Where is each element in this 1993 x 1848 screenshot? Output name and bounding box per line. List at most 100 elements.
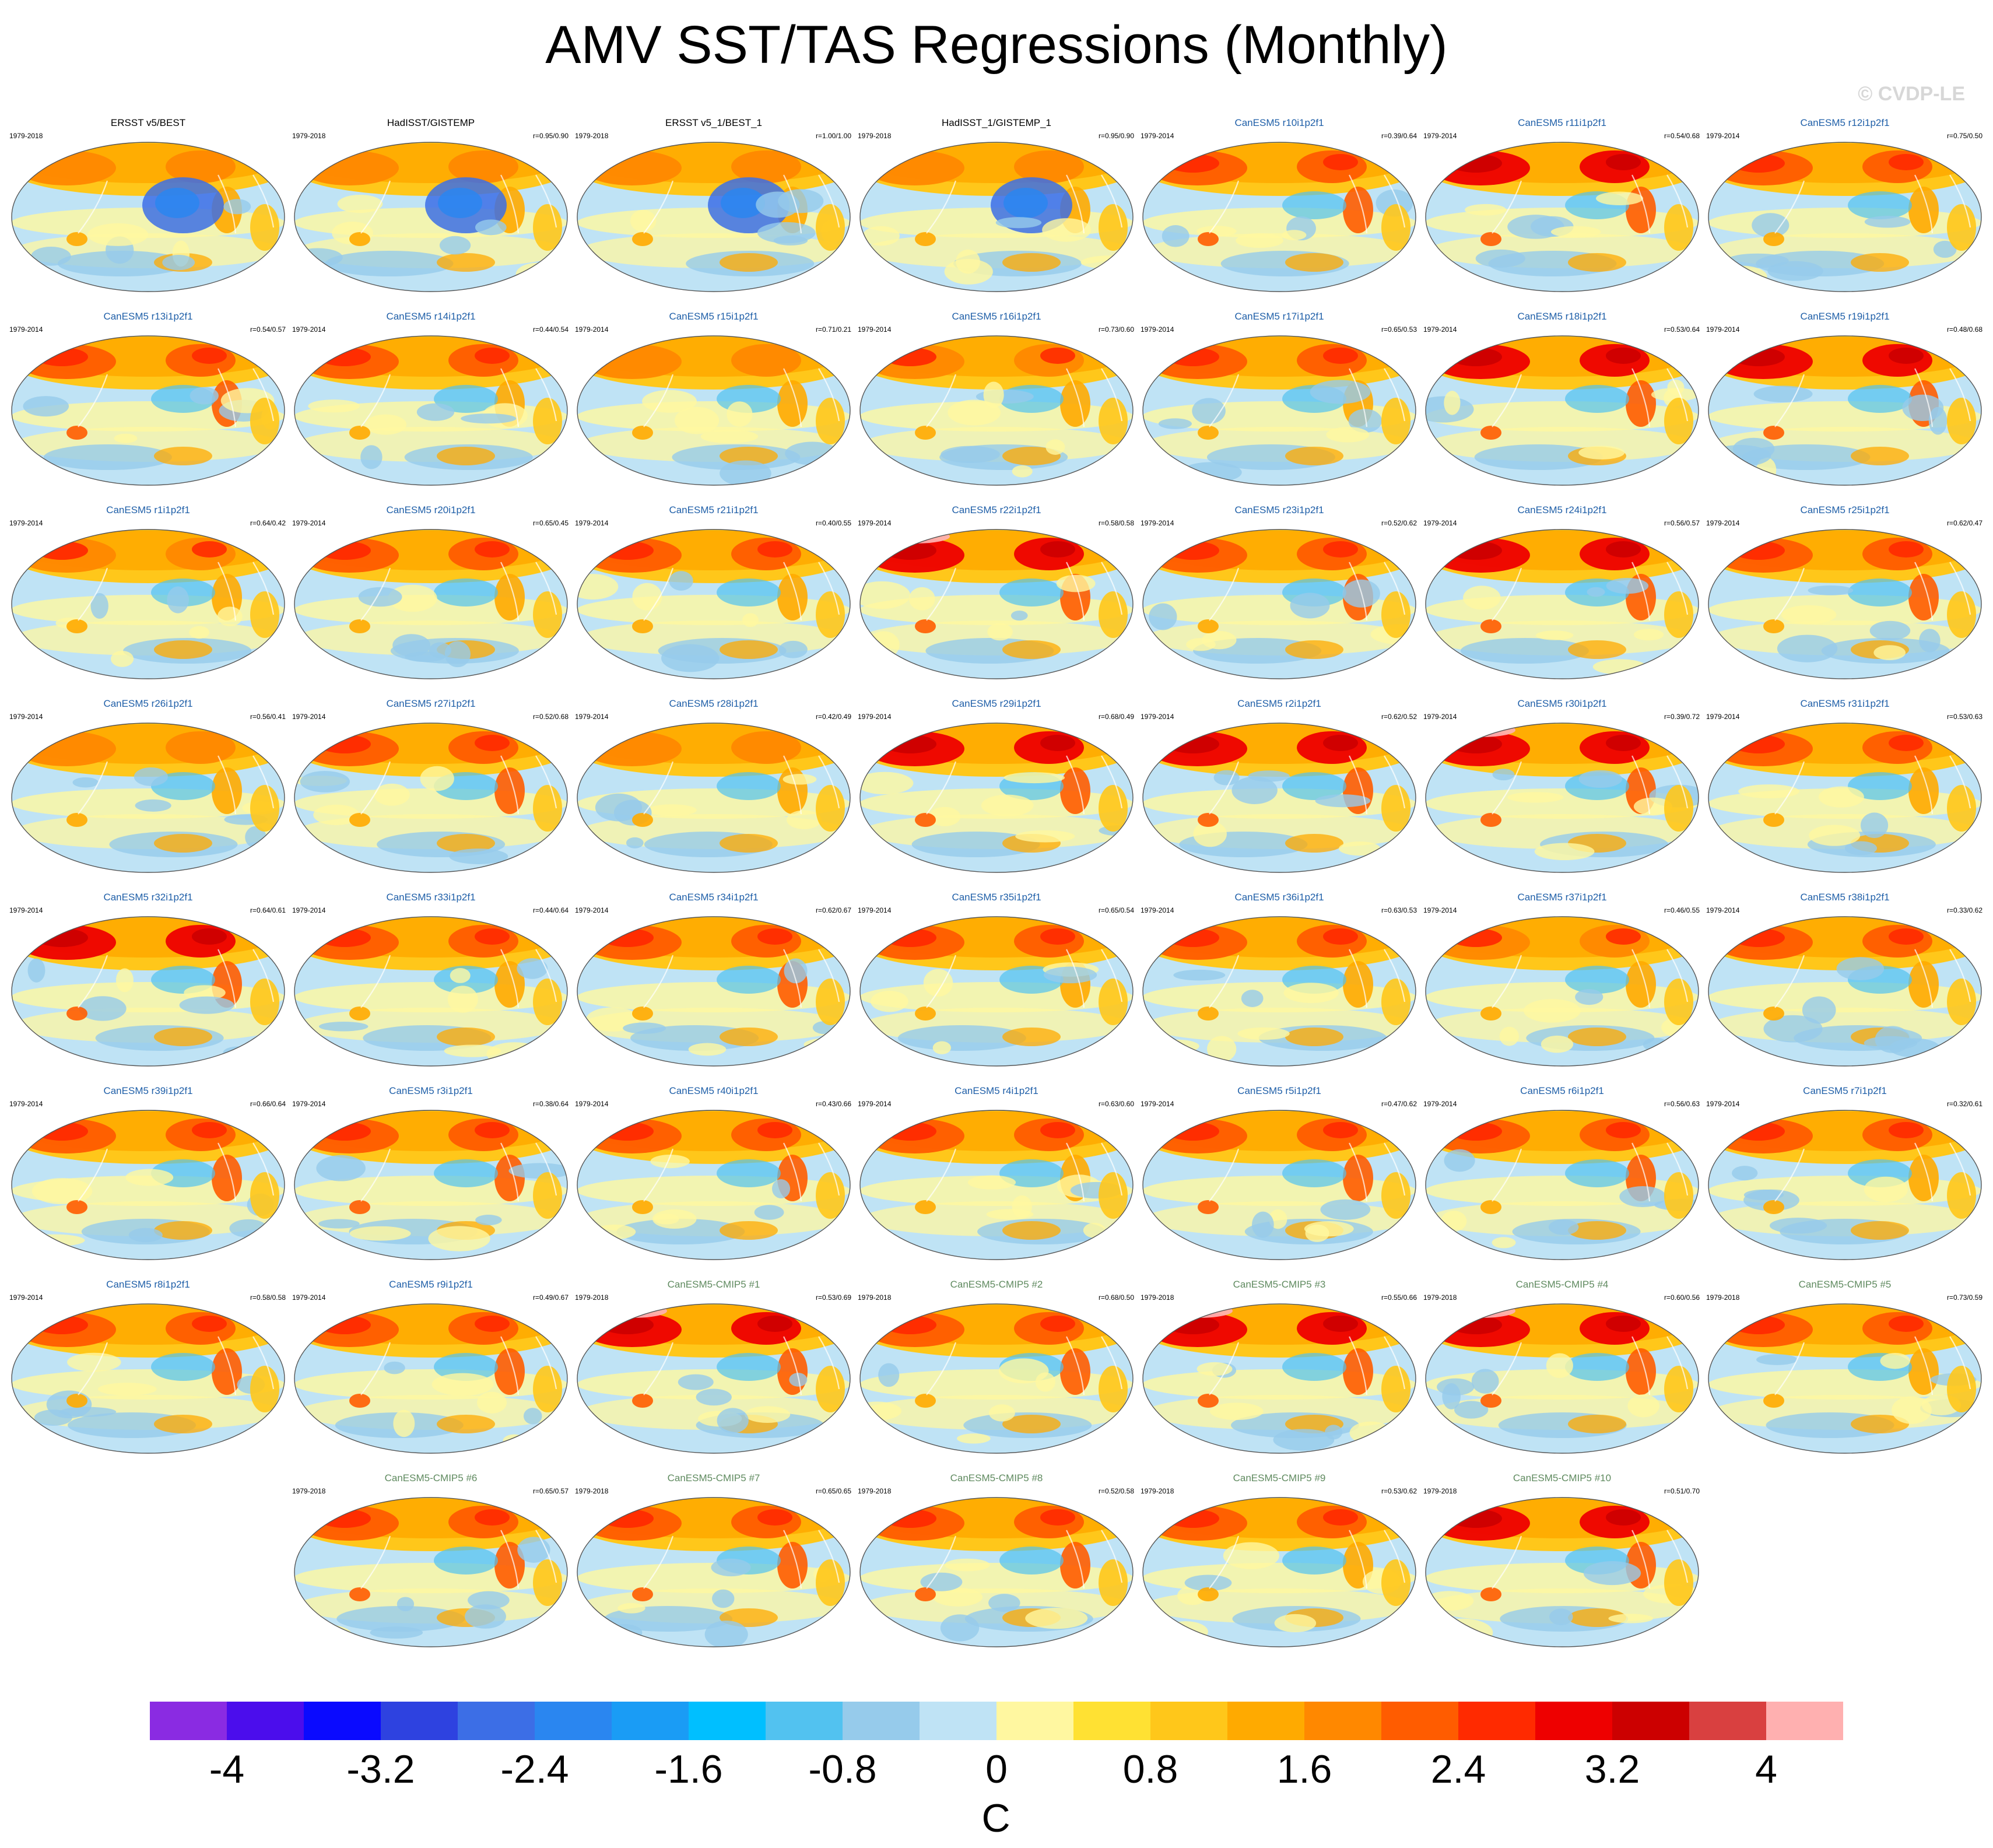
map-panel: CanESM5 r30i1p2f1 1979-2014 r=0.39/0.72 (1422, 697, 1702, 878)
regression-map (1708, 529, 1982, 679)
figure-title: AMV SST/TAS Regressions (Monthly) (545, 15, 1448, 75)
map-panel: CanESM5 r2i1p2f1 1979-2014 r=0.62/0.52 (1139, 697, 1419, 878)
regression-map (859, 529, 1134, 679)
regression-map (577, 723, 851, 873)
regression-map (294, 1497, 568, 1647)
panel-correlation: r=0.63/0.60 (1098, 1100, 1134, 1108)
map-panel: CanESM5 r13i1p2f1 1979-2014 r=0.54/0.57 (8, 310, 288, 491)
panel-title: ERSST v5_1/BEST_1 (665, 117, 762, 128)
regression-map (294, 529, 568, 679)
map-panel: ERSST v5_1/BEST_1 1979-2018 r=1.00/1.00 (574, 117, 854, 297)
panel-correlation: r=0.65/0.53 (1381, 325, 1417, 334)
map-panel: CanESM5 r27i1p2f1 1979-2014 r=0.52/0.68 (291, 697, 571, 878)
panel-years: 1979-2014 (1141, 906, 1174, 914)
colorbar-swatch (996, 1702, 1074, 1740)
regression-map (859, 142, 1134, 292)
panel-title: CanESM5 r40i1p2f1 (669, 1085, 759, 1096)
panel-title: ERSST v5/BEST (110, 117, 186, 128)
regression-map (11, 142, 285, 292)
regression-map (11, 1303, 285, 1454)
panel-correlation: r=0.49/0.67 (532, 1293, 569, 1302)
panel-title: CanESM5 r10i1p2f1 (1234, 117, 1324, 128)
panel-correlation: r=0.54/0.57 (250, 325, 286, 334)
panel-correlation: r=0.60/0.56 (1664, 1293, 1700, 1302)
panel-title: CanESM5 r15i1p2f1 (669, 311, 759, 322)
panel-correlation: r=0.62/0.67 (815, 906, 851, 914)
panel-years: 1979-2014 (1141, 1100, 1174, 1108)
panel-correlation: r=0.95/0.90 (1098, 132, 1134, 140)
panel-title: CanESM5 r37i1p2f1 (1517, 892, 1607, 903)
colorbar-swatch (1612, 1702, 1690, 1740)
panel-years: 1979-2014 (1706, 1100, 1740, 1108)
panel-title: CanESM5 r22i1p2f1 (952, 504, 1041, 516)
panel-years: 1979-2014 (575, 325, 609, 334)
map-panel: HadISST/GISTEMP 1979-2018 r=0.95/0.90 (291, 117, 571, 297)
panel-correlation: r=0.56/0.57 (1664, 519, 1700, 527)
regression-map (294, 916, 568, 1067)
panel-title: CanESM5 r21i1p2f1 (669, 504, 759, 516)
panel-title: CanESM5 r9i1p2f1 (389, 1279, 473, 1290)
map-panel: CanESM5 r38i1p2f1 1979-2014 r=0.33/0.62 (1705, 891, 1985, 1072)
panel-title: CanESM5 r19i1p2f1 (1800, 311, 1890, 322)
panel-correlation: r=0.73/0.59 (1946, 1293, 1983, 1302)
copyright-label: © CVDP-LE (1858, 83, 1965, 105)
map-panel: CanESM5-CMIP5 #5 1979-2018 r=0.73/0.59 (1705, 1278, 1985, 1459)
panel-correlation: r=0.65/0.54 (1098, 906, 1134, 914)
panel-years: 1979-2014 (858, 713, 892, 721)
map-panel: CanESM5-CMIP5 #7 1979-2018 r=0.65/0.65 (574, 1472, 854, 1653)
regression-map (577, 1110, 851, 1260)
map-panel-grid: ERSST v5/BEST 1979-2018 HadISST/GISTEMP 197… (8, 117, 1985, 1653)
regression-map (859, 723, 1134, 873)
regression-map (11, 335, 285, 486)
panel-title: CanESM5-CMIP5 #1 (667, 1279, 760, 1290)
panel-years: 1979-2014 (292, 1100, 326, 1108)
panel-correlation: r=0.42/0.49 (815, 713, 851, 721)
panel-title: CanESM5-CMIP5 #6 (384, 1472, 478, 1484)
panel-years: 1979-2014 (1423, 132, 1457, 140)
panel-correlation: r=0.38/0.64 (532, 1100, 569, 1108)
regression-map (859, 335, 1134, 486)
map-panel: CanESM5 r29i1p2f1 1979-2014 r=0.68/0.49 (857, 697, 1136, 878)
regression-map (1142, 723, 1416, 873)
map-panel: HadISST_1/GISTEMP_1 1979-2018 r=0.95/0.90 (857, 117, 1136, 297)
regression-map (1708, 1303, 1982, 1454)
panel-title: CanESM5 r31i1p2f1 (1800, 698, 1890, 709)
panel-title: CanESM5-CMIP5 #9 (1233, 1472, 1326, 1484)
panel-title: CanESM5 r23i1p2f1 (1234, 504, 1324, 516)
map-panel: CanESM5 r11i1p2f1 1979-2014 r=0.54/0.68 (1422, 117, 1702, 297)
map-panel: CanESM5 r34i1p2f1 1979-2014 r=0.62/0.67 (574, 891, 854, 1072)
colorbar-tick-label: 0.8 (1122, 1747, 1178, 1791)
panel-correlation: r=0.44/0.64 (532, 906, 569, 914)
regression-map (1425, 1497, 1699, 1647)
panel-years: 1979-2014 (292, 519, 326, 527)
colorbar-tick-label: -3.2 (346, 1747, 415, 1791)
regression-map (1425, 1303, 1699, 1454)
colorbar-tick-label: 2.4 (1430, 1747, 1486, 1791)
panel-title: CanESM5 r13i1p2f1 (103, 311, 193, 322)
colorbar-tick-label: -4 (209, 1747, 245, 1791)
regression-map (1425, 916, 1699, 1067)
map-panel: CanESM5 r14i1p2f1 1979-2014 r=0.44/0.54 (291, 310, 571, 491)
panel-title: CanESM5-CMIP5 #5 (1798, 1279, 1892, 1290)
map-panel: CanESM5 r1i1p2f1 1979-2014 r=0.64/0.42 (8, 504, 288, 685)
colorbar-tick-label: 4 (1755, 1747, 1777, 1791)
panel-years: 1979-2018 (1423, 1293, 1457, 1302)
regression-map (1142, 916, 1416, 1067)
panel-years: 1979-2018 (858, 1293, 892, 1302)
panel-title: CanESM5 r4i1p2f1 (955, 1085, 1038, 1096)
colorbar-swatch (1766, 1702, 1843, 1740)
map-panel: CanESM5 r19i1p2f1 1979-2014 r=0.48/0.68 (1705, 310, 1985, 491)
map-panel: CanESM5 r31i1p2f1 1979-2014 r=0.53/0.63 (1705, 697, 1985, 878)
panel-title: CanESM5 r7i1p2f1 (1803, 1085, 1887, 1096)
panel-title: CanESM5 r16i1p2f1 (952, 311, 1041, 322)
panel-correlation: r=0.43/0.66 (815, 1100, 851, 1108)
panel-correlation: r=0.52/0.62 (1381, 519, 1417, 527)
panel-years: 1979-2014 (9, 906, 43, 914)
panel-correlation: r=0.63/0.53 (1381, 906, 1417, 914)
panel-years: 1979-2018 (1423, 1487, 1457, 1495)
panel-title: CanESM5 r2i1p2f1 (1237, 698, 1321, 709)
colorbar-swatch (458, 1702, 535, 1740)
map-panel: CanESM5 r25i1p2f1 1979-2014 r=0.62/0.47 (1705, 504, 1985, 685)
panel-years: 1979-2014 (1706, 713, 1740, 721)
colorbar-swatch (1227, 1702, 1305, 1740)
